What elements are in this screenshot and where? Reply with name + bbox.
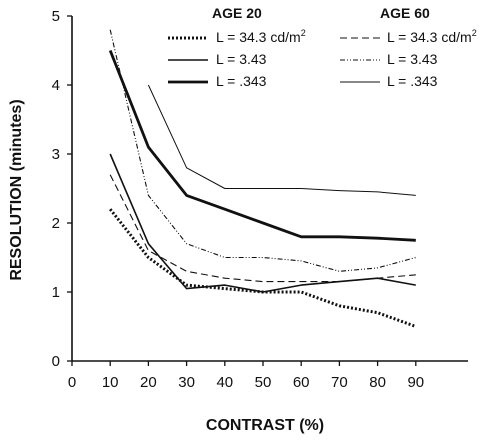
- y-tick-label: 1: [52, 284, 60, 301]
- series-line-age60-2: [109, 29, 416, 272]
- series-line-age60-1: [109, 174, 416, 283]
- y-tick-label: 0: [52, 353, 60, 370]
- y-tick-label: 2: [52, 215, 60, 232]
- x-tick-label: 60: [293, 374, 310, 391]
- series-layer: [108, 29, 417, 328]
- x-tick-label: 0: [68, 374, 76, 391]
- legend-group-title: AGE 20: [212, 5, 262, 21]
- x-axis-ticks: 0 10 20 30 40 50 60 70 80 90: [68, 361, 424, 391]
- y-axis-ticks: 0 1 2 3 4 5: [52, 8, 72, 370]
- series-line-age20-3: [108, 49, 416, 242]
- x-tick-label: 70: [331, 374, 348, 391]
- series-line-age60-3: [147, 84, 416, 196]
- legend-label: L = 3.43: [216, 51, 267, 67]
- y-tick-label: 3: [52, 146, 60, 163]
- x-tick-label: 80: [369, 374, 386, 391]
- x-axis-title: CONTRAST (%): [206, 417, 324, 434]
- x-tick-label: 40: [216, 374, 233, 391]
- axes: [71, 16, 468, 362]
- x-tick-label: 30: [178, 374, 195, 391]
- legend: AGE 20 AGE 60 L = 34.3 cd/m2 L = 3.43 L = .3…: [168, 5, 477, 89]
- legend-label: L = .343: [387, 73, 438, 89]
- series-line-age20-1: [109, 208, 417, 328]
- x-tick-label: 20: [140, 374, 157, 391]
- y-axis-title: RESOLUTION (minutes): [8, 99, 25, 280]
- legend-group-title: AGE 60: [380, 5, 430, 21]
- x-tick-label: 10: [102, 374, 119, 391]
- x-tick-label: 50: [255, 374, 272, 391]
- y-tick-label: 4: [52, 77, 60, 94]
- legend-label: L = 34.3 cd/m2: [216, 28, 306, 45]
- y-tick-label: 5: [52, 8, 60, 25]
- legend-label: L = 3.43: [387, 51, 438, 67]
- legend-label: L = .343: [216, 73, 267, 89]
- series-line-age20-2: [109, 153, 416, 293]
- x-tick-label: 90: [407, 374, 424, 391]
- legend-label: L = 34.3 cd/m2: [387, 28, 477, 45]
